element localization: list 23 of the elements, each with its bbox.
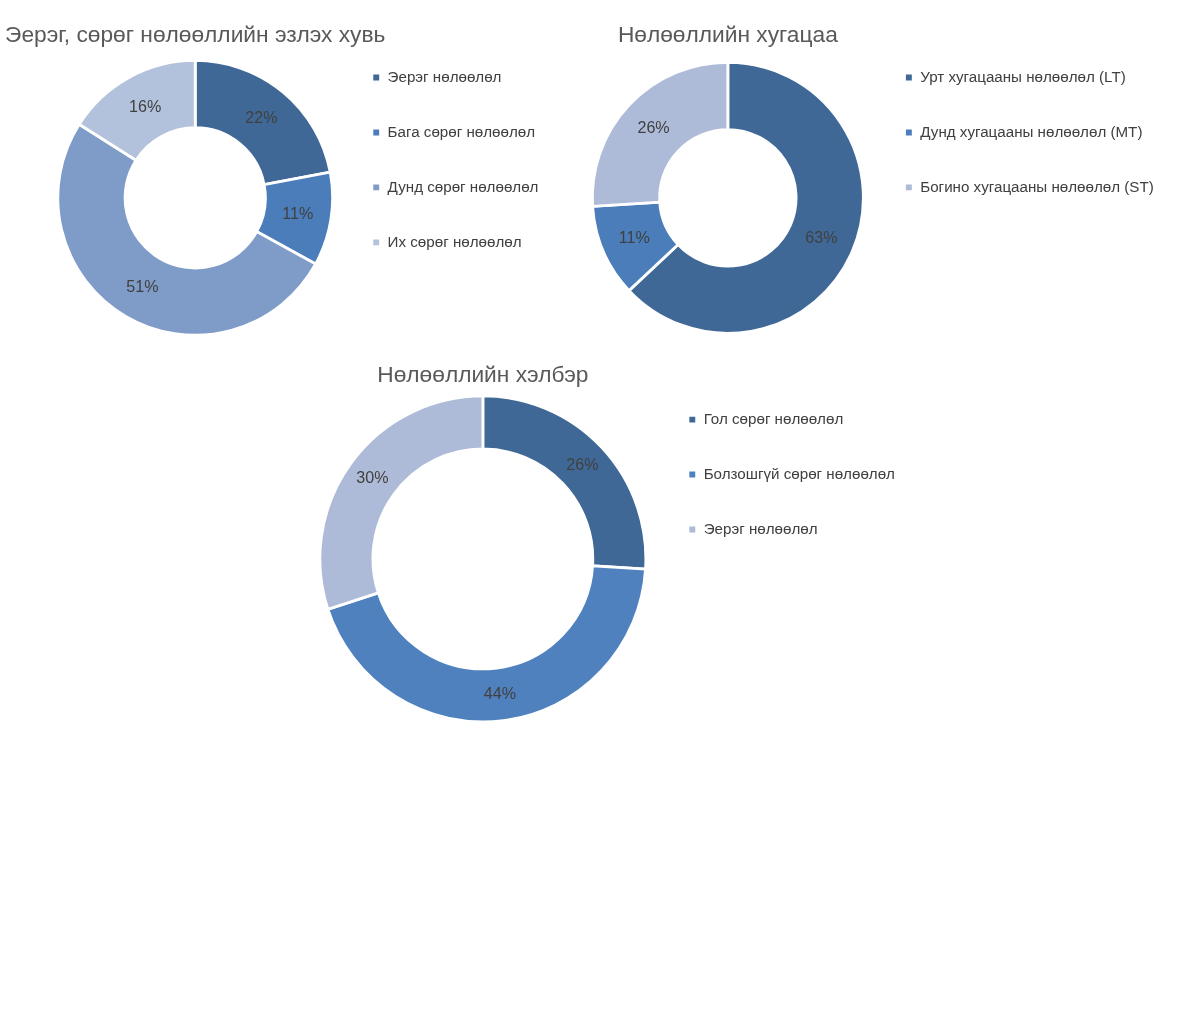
chart-title: Нөлөөллийн хэлбэр (377, 360, 589, 387)
data-label: 11% (618, 228, 650, 247)
legend-label: Богино хугацааны нөлөөлөл (ST) (920, 178, 1154, 196)
legend-label: Их сөрөг нөлөөлөл (387, 233, 522, 251)
data-label: 30% (356, 468, 389, 487)
legend-label: Болзошгүй сөрөг нөлөөлөл (703, 465, 895, 483)
legend-label: Гол сөрөг нөлөөлөл (703, 410, 844, 428)
chart-title: Эерэг, сөрөг нөлөөллийн эзлэх хувь (5, 21, 386, 48)
data-label: 26% (637, 117, 670, 136)
legend-label: Дунд сөрөг нөлөөлөл (387, 178, 539, 196)
data-label: 22% (245, 107, 278, 126)
legend-label: Эерэг нөлөөлөл (387, 68, 502, 86)
legend-label: Эерэг нөлөөлөл (703, 520, 818, 538)
legend-label: Урт хугацааны нөлөөлөл (LT) (920, 68, 1126, 86)
data-label: 16% (129, 96, 162, 115)
legend-label: Дунд хугацааны нөлөөлөл (MT) (920, 123, 1143, 141)
legend-label: Бага сөрөг нөлөөлөл (387, 123, 536, 141)
data-label: 63% (805, 228, 838, 247)
data-label: 44% (483, 684, 517, 703)
data-label: 51% (126, 276, 159, 295)
data-label: 11% (282, 203, 314, 222)
chart-title: Нөлөөллийн хугацаа (617, 21, 839, 48)
data-label: 26% (566, 455, 599, 474)
